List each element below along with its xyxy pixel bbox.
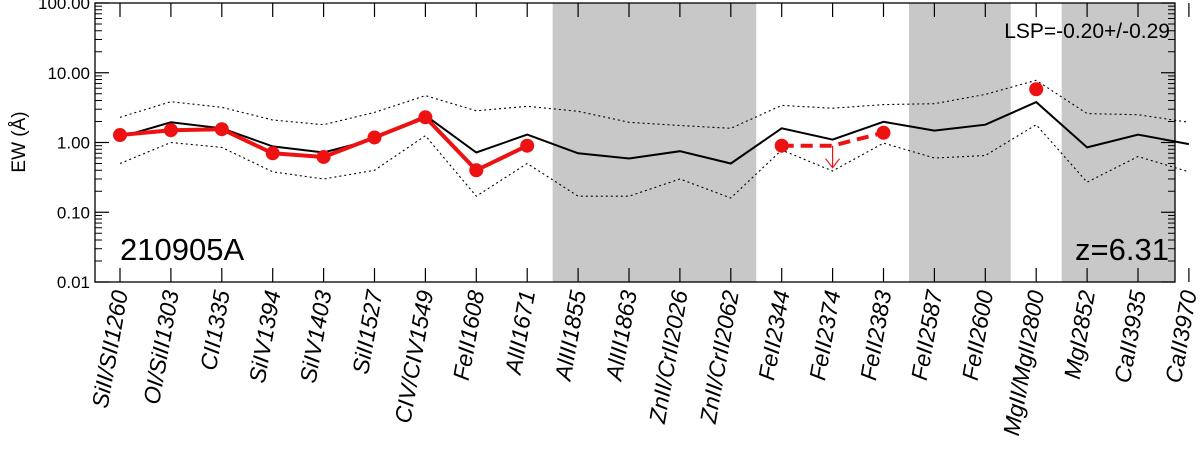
red-point-5	[367, 130, 382, 145]
red-point-11	[1029, 82, 1044, 97]
red-segment	[423, 115, 478, 172]
x-category-label-11: ZnII/CrII2026	[644, 288, 693, 426]
x-category-label-1: OI/SiII1303	[138, 288, 184, 406]
shaded-region-0	[552, 3, 757, 282]
y-tick-label-2: 1.00	[57, 134, 90, 153]
plot-frame	[94, 2, 1176, 283]
red-point-10	[876, 125, 891, 140]
axis-ticks	[95, 2, 1190, 283]
red-point-3	[265, 146, 280, 161]
x-category-label-17: FeII2600	[957, 288, 998, 382]
red-dashed-segment	[781, 130, 884, 148]
red-segment	[119, 128, 172, 138]
red-point-9	[774, 138, 789, 153]
x-category-label-21: CaII3970	[1160, 288, 1200, 385]
series-group	[113, 79, 1190, 199]
red-point-0	[113, 128, 127, 143]
y-tick-label-3: 10.00	[47, 64, 90, 83]
upper-limit-arrow-0	[825, 158, 841, 169]
x-category-label-0: SiII/SII1260	[87, 288, 133, 410]
red-point-8	[520, 138, 535, 153]
x-category-label-20: CaII3935	[1109, 288, 1151, 385]
x-category-label-7: FeII1608	[448, 288, 489, 382]
x-category-label-13: FeII2344	[753, 288, 794, 382]
red-segment	[322, 135, 376, 159]
x-category-label-8: AlII1671	[500, 288, 541, 378]
red-segment	[475, 143, 529, 173]
lsp-label: LSP=-0.20+/-0.29	[1004, 20, 1170, 43]
y-tick-label-4: 100.00	[38, 0, 90, 13]
x-category-label-18: MgII/MgII2800	[998, 288, 1049, 438]
series-mean	[119, 100, 1190, 165]
grb-label: 210905A	[120, 232, 244, 267]
x-category-label-15: FeII2383	[855, 288, 896, 382]
x-category-label-3: SiIV1394	[244, 288, 286, 384]
x-category-label-2: CII1335	[195, 288, 235, 372]
x-category-label-14: FeII2374	[804, 288, 845, 382]
y-tick-label-0: 0.01	[57, 273, 90, 292]
y-axis-label: EW (Å)	[9, 111, 30, 172]
x-category-label-19: MgI2852	[1059, 288, 1100, 381]
red-point-7	[469, 163, 484, 178]
red-segment	[272, 151, 324, 159]
red-point-1	[163, 123, 178, 138]
x-category-label-9: AlIII1855	[549, 288, 591, 384]
shaded-region-1	[908, 3, 1011, 282]
red-segment	[170, 127, 222, 133]
x-category-label-6: CIV/CIV1549	[389, 288, 438, 425]
red-point-6	[418, 110, 433, 125]
red-point-2	[214, 122, 229, 137]
redshift-label: z=6.31	[1075, 232, 1169, 267]
x-category-label-10: AlIII1863	[600, 288, 642, 384]
x-category-label-12: ZnII/CrII2062	[695, 288, 744, 426]
series-dotted-upper	[119, 79, 1189, 129]
x-category-label-16: FeII2587	[906, 287, 948, 382]
red-segment	[220, 127, 274, 156]
y-tick-label-1: 0.10	[57, 203, 90, 222]
shaded-regions	[552, 3, 1175, 282]
x-category-label-4: SiIV1403	[295, 288, 337, 385]
red-point-4	[316, 149, 331, 164]
series-dotted-lower	[119, 123, 1190, 199]
red-segment	[373, 115, 427, 140]
x-category-label-5: SiII1527	[347, 287, 387, 376]
